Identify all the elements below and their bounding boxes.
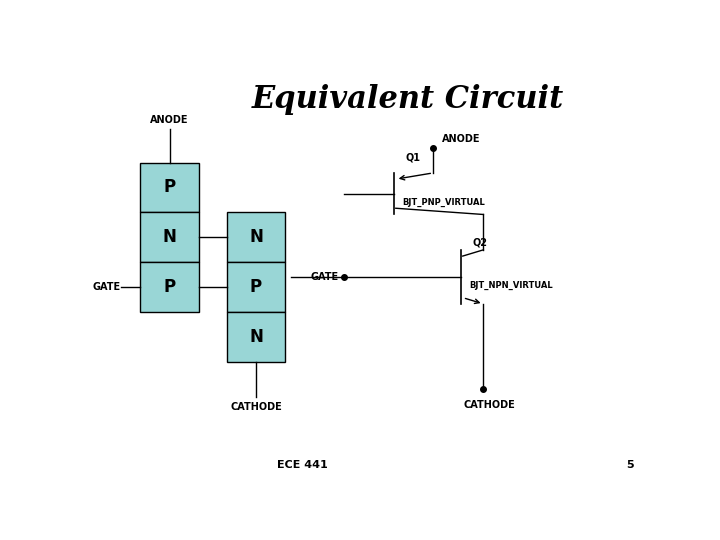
Text: Q2: Q2: [472, 238, 487, 248]
Text: CATHODE: CATHODE: [230, 402, 282, 411]
Text: Equivalent Circuit: Equivalent Circuit: [252, 84, 564, 114]
Bar: [140, 212, 199, 262]
Bar: [227, 212, 285, 262]
Bar: [227, 312, 285, 362]
Text: N: N: [163, 228, 176, 246]
Text: N: N: [249, 328, 263, 346]
Text: 5: 5: [626, 460, 634, 470]
Text: BJT_NPN_VIRTUAL: BJT_NPN_VIRTUAL: [469, 281, 553, 290]
Bar: [227, 262, 285, 312]
Text: GATE: GATE: [310, 272, 338, 282]
Text: ECE 441: ECE 441: [276, 460, 328, 470]
Text: P: P: [250, 278, 262, 296]
Text: Q1: Q1: [405, 152, 420, 163]
Text: CATHODE: CATHODE: [463, 400, 515, 409]
Text: BJT_PNP_VIRTUAL: BJT_PNP_VIRTUAL: [402, 198, 485, 207]
Text: GATE: GATE: [93, 282, 121, 292]
Bar: [140, 262, 199, 312]
Text: ANODE: ANODE: [150, 115, 189, 125]
Text: P: P: [163, 278, 176, 296]
Text: ANODE: ANODE: [441, 134, 480, 144]
Bar: [140, 163, 199, 212]
Text: P: P: [163, 178, 176, 197]
Text: N: N: [249, 228, 263, 246]
